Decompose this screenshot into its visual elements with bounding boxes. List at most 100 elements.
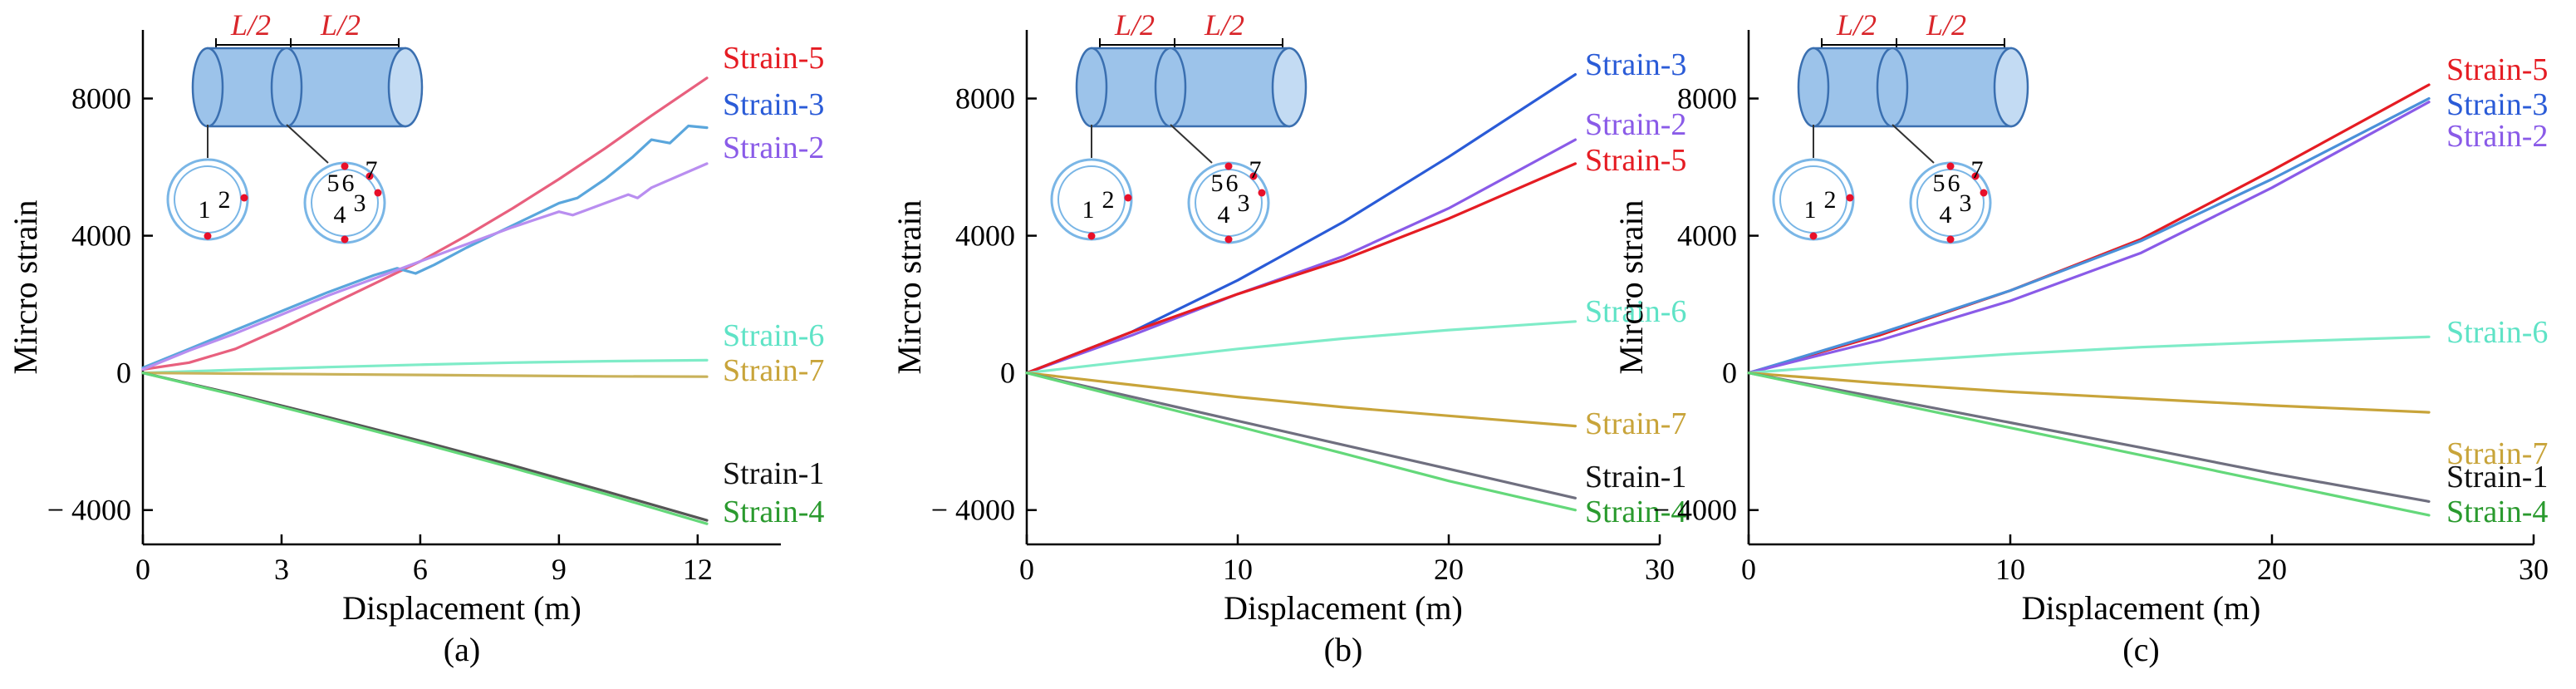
- gauge-label: 7: [1249, 156, 1262, 184]
- x-tick-label: 6: [413, 553, 428, 586]
- gauge-label: 4: [1218, 201, 1230, 229]
- y-axis-label: Mircro strain: [7, 200, 44, 375]
- series-label-strain-3: Strain-3: [2446, 87, 2548, 122]
- series-line-strain-5: [1747, 83, 2431, 375]
- series-label-strain-5: Strain-5: [2446, 52, 2548, 87]
- x-tick-label: 3: [274, 553, 289, 586]
- gauge-dot: [240, 194, 248, 202]
- pipe-body: [1812, 47, 2013, 128]
- gauge-label: 2: [218, 186, 231, 214]
- series-line-strain-1: [1025, 372, 1577, 500]
- gauge-dot: [1980, 189, 1988, 197]
- gauge-label: 5: [327, 170, 340, 197]
- pipe-right-end: [1271, 47, 1308, 128]
- dimension-label: L/2: [1836, 8, 1877, 42]
- series-label-strain-6: Strain-6: [1585, 294, 1686, 329]
- y-tick-label: 0: [1000, 357, 1015, 390]
- series-line-strain-4: [141, 372, 709, 525]
- series-line-strain-3: [1747, 96, 2431, 375]
- dimension-label: L/2: [1926, 8, 1966, 42]
- gauge-dot: [1224, 162, 1233, 170]
- x-tick-label: 12: [683, 553, 713, 586]
- gauge-dot: [1258, 189, 1266, 197]
- x-tick-label: 30: [1645, 553, 1675, 586]
- gauge-dot: [1946, 235, 1955, 244]
- y-axis-label: Mircro strain: [891, 200, 928, 375]
- series-label-strain-7: Strain-7: [723, 353, 824, 388]
- x-tick-label: 10: [1223, 553, 1253, 586]
- gauge-label: 5: [1211, 170, 1224, 197]
- series-line-strain-2: [1025, 138, 1577, 375]
- gauge-dot: [374, 189, 382, 197]
- gauge-label: 7: [1971, 156, 1984, 184]
- dimension-label: L/2: [230, 8, 271, 42]
- y-tick-label: 8000: [1677, 82, 1737, 116]
- section-arrow: [286, 124, 329, 164]
- gauge-label: 1: [1804, 196, 1817, 224]
- series-line-strain-1: [1747, 372, 2431, 504]
- series-label-strain-6: Strain-6: [2446, 315, 2548, 350]
- pipe-left-end: [1075, 47, 1108, 128]
- panel-label: (a): [444, 631, 480, 668]
- pipe-body: [1090, 47, 1291, 128]
- pipe-left-end: [191, 47, 224, 128]
- series-label-strain-6: Strain-6: [723, 318, 824, 353]
- series-label-strain-5: Strain-5: [723, 41, 824, 76]
- series-line-strain-6: [1025, 320, 1577, 375]
- series-line-strain-5: [1025, 162, 1577, 375]
- pipe-inset-diagram: L/2 L/2 1 2 5 6 7 34: [1772, 8, 2029, 244]
- series-label-strain-2: Strain-2: [2446, 119, 2548, 154]
- pipe-joint: [270, 47, 303, 128]
- y-axis-label: Mircro strain: [1612, 200, 1650, 375]
- gauge-dot: [366, 172, 374, 180]
- series-line-strain-6: [141, 358, 709, 375]
- y-tick-label: − 4000: [931, 494, 1015, 527]
- gauge-label: 3: [1960, 189, 1972, 217]
- gauge-label: 6: [342, 170, 355, 197]
- x-tick-label: 9: [552, 553, 567, 586]
- series-line-strain-4: [1025, 372, 1577, 512]
- series-line-strain-2: [1747, 101, 2431, 375]
- pipe-left-end: [1797, 47, 1830, 128]
- gauge-label: 3: [1238, 189, 1250, 217]
- x-tick-label: 30: [2519, 553, 2549, 586]
- pipe-inset-diagram: L/2 L/21 25 6 734: [166, 8, 424, 244]
- series-line-strain-6: [1747, 335, 2431, 375]
- series-label-strain-1: Strain-1: [723, 456, 824, 491]
- series-line-strain-7: [1747, 372, 2431, 414]
- x-tick-label: 0: [135, 553, 150, 586]
- gauge-label: 5: [1933, 170, 1945, 197]
- gauge-label: 6: [1948, 170, 1960, 197]
- x-tick-label: 20: [1434, 553, 1464, 586]
- series-label-strain-1: Strain-1: [2446, 460, 2548, 495]
- series-label-strain-3: Strain-3: [1585, 47, 1686, 82]
- x-tick-label: 10: [1995, 553, 2025, 586]
- y-tick-label: 8000: [955, 82, 1015, 116]
- x-axis-label: Displacement (m): [2022, 589, 2261, 627]
- x-tick-label: 0: [1019, 553, 1034, 586]
- series-label-strain-4: Strain-4: [2446, 495, 2548, 529]
- gauge-label: 1: [199, 196, 211, 224]
- y-tick-label: − 4000: [47, 494, 131, 527]
- pipe-inset-diagram: L/2 L/21 25 6 734: [1050, 8, 1308, 244]
- gauge-dot: [1971, 172, 1980, 180]
- series-label-strain-1: Strain-1: [1585, 460, 1686, 495]
- series-label-strain-5: Strain-5: [1585, 143, 1686, 178]
- y-tick-label: 4000: [71, 219, 131, 253]
- gauge-label: 7: [366, 156, 378, 184]
- series-label-strain-7: Strain-7: [2446, 436, 2548, 471]
- gauge-label: 1: [1082, 196, 1095, 224]
- series-label-strain-4: Strain-4: [1585, 495, 1686, 529]
- panel-label: (c): [2122, 631, 2159, 668]
- series-line-strain-3: [141, 124, 709, 370]
- gauge-dot: [1087, 232, 1096, 240]
- series-line-strain-4: [1747, 372, 2431, 517]
- y-tick-label: 4000: [955, 219, 1015, 253]
- gauge-dot: [204, 232, 212, 240]
- gauge-label: 2: [1824, 186, 1837, 214]
- gauge-label: 4: [1940, 201, 1952, 229]
- dimension-label: L/2: [1114, 8, 1155, 42]
- pipe-joint: [1154, 47, 1187, 128]
- gauge-dot: [1846, 194, 1854, 202]
